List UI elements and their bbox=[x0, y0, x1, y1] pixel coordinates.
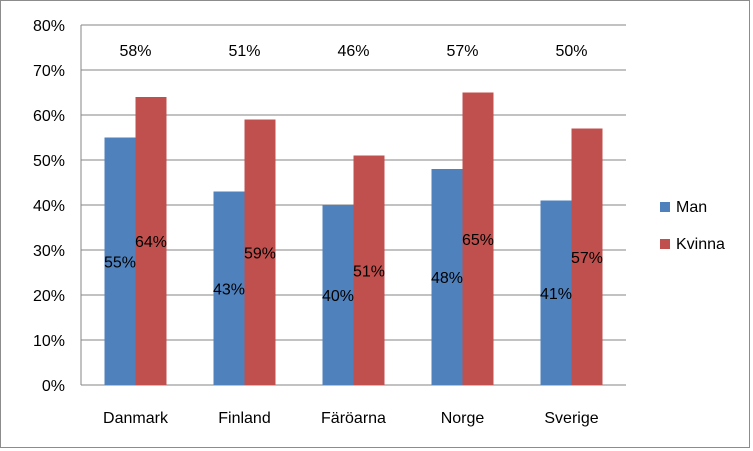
data-label-man: 55% bbox=[104, 254, 136, 271]
legend-label-man: Man bbox=[676, 199, 707, 216]
data-label-man: 43% bbox=[213, 281, 245, 298]
y-tick-label: 50% bbox=[33, 153, 65, 170]
x-tick-label: Finland bbox=[218, 410, 270, 427]
y-tick-label: 60% bbox=[33, 108, 65, 125]
legend-label-kvinna: Kvinna bbox=[676, 236, 725, 253]
bar-man bbox=[431, 169, 463, 385]
data-label-kvinna: 59% bbox=[244, 245, 276, 262]
y-tick-label: 10% bbox=[33, 333, 65, 350]
x-tick-label: Färöarna bbox=[321, 410, 386, 427]
y-tick-label: 20% bbox=[33, 288, 65, 305]
bar-man bbox=[540, 200, 572, 385]
bar-man bbox=[322, 205, 354, 385]
total-label: 50% bbox=[555, 43, 587, 60]
total-label: 46% bbox=[337, 43, 369, 60]
y-tick-label: 80% bbox=[33, 18, 65, 35]
bar-kvinna bbox=[135, 97, 167, 385]
total-label: 57% bbox=[446, 43, 478, 60]
bar-kvinna bbox=[244, 119, 276, 385]
y-tick-label: 40% bbox=[33, 198, 65, 215]
x-tick-label: Sverige bbox=[544, 410, 598, 427]
legend-swatch-kvinna bbox=[660, 239, 670, 249]
data-label-man: 40% bbox=[322, 288, 354, 305]
total-label: 58% bbox=[119, 43, 151, 60]
data-label-kvinna: 51% bbox=[353, 263, 385, 280]
x-tick-label: Danmark bbox=[103, 410, 169, 427]
legend-swatch-man bbox=[660, 202, 670, 212]
bar-kvinna bbox=[353, 155, 385, 385]
y-tick-label: 70% bbox=[33, 63, 65, 80]
y-tick-label: 0% bbox=[42, 378, 65, 395]
data-label-man: 48% bbox=[431, 270, 463, 287]
x-tick-label: Norge bbox=[441, 410, 485, 427]
total-label: 51% bbox=[228, 43, 260, 60]
bar-kvinna bbox=[571, 128, 603, 385]
data-label-kvinna: 57% bbox=[571, 250, 603, 267]
bar-man bbox=[213, 191, 245, 385]
bar-kvinna bbox=[462, 92, 494, 385]
data-label-kvinna: 64% bbox=[135, 234, 167, 251]
bar-man bbox=[104, 137, 136, 385]
y-tick-label: 30% bbox=[33, 243, 65, 260]
data-label-kvinna: 65% bbox=[462, 232, 494, 249]
data-label-man: 41% bbox=[540, 286, 572, 303]
